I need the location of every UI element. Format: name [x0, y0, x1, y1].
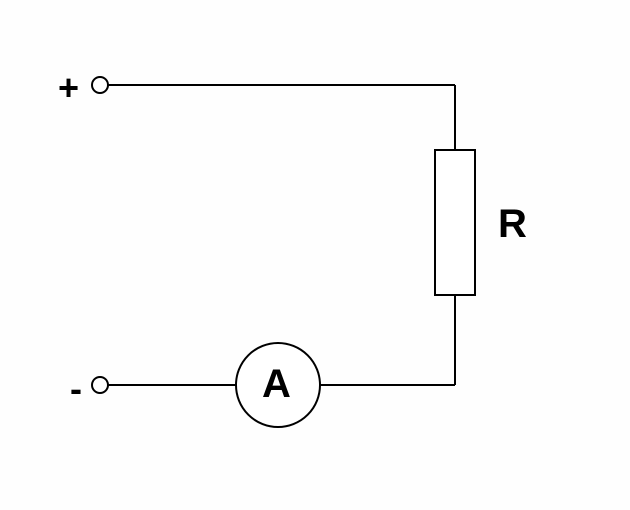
- resistor: [435, 150, 475, 295]
- label-negative: -: [70, 368, 82, 410]
- terminal-negative: [92, 377, 108, 393]
- label-positive: +: [58, 67, 79, 109]
- circuit-diagram: [0, 0, 630, 510]
- terminal-positive: [92, 77, 108, 93]
- label-ammeter: A: [262, 362, 291, 407]
- label-resistor: R: [498, 202, 527, 247]
